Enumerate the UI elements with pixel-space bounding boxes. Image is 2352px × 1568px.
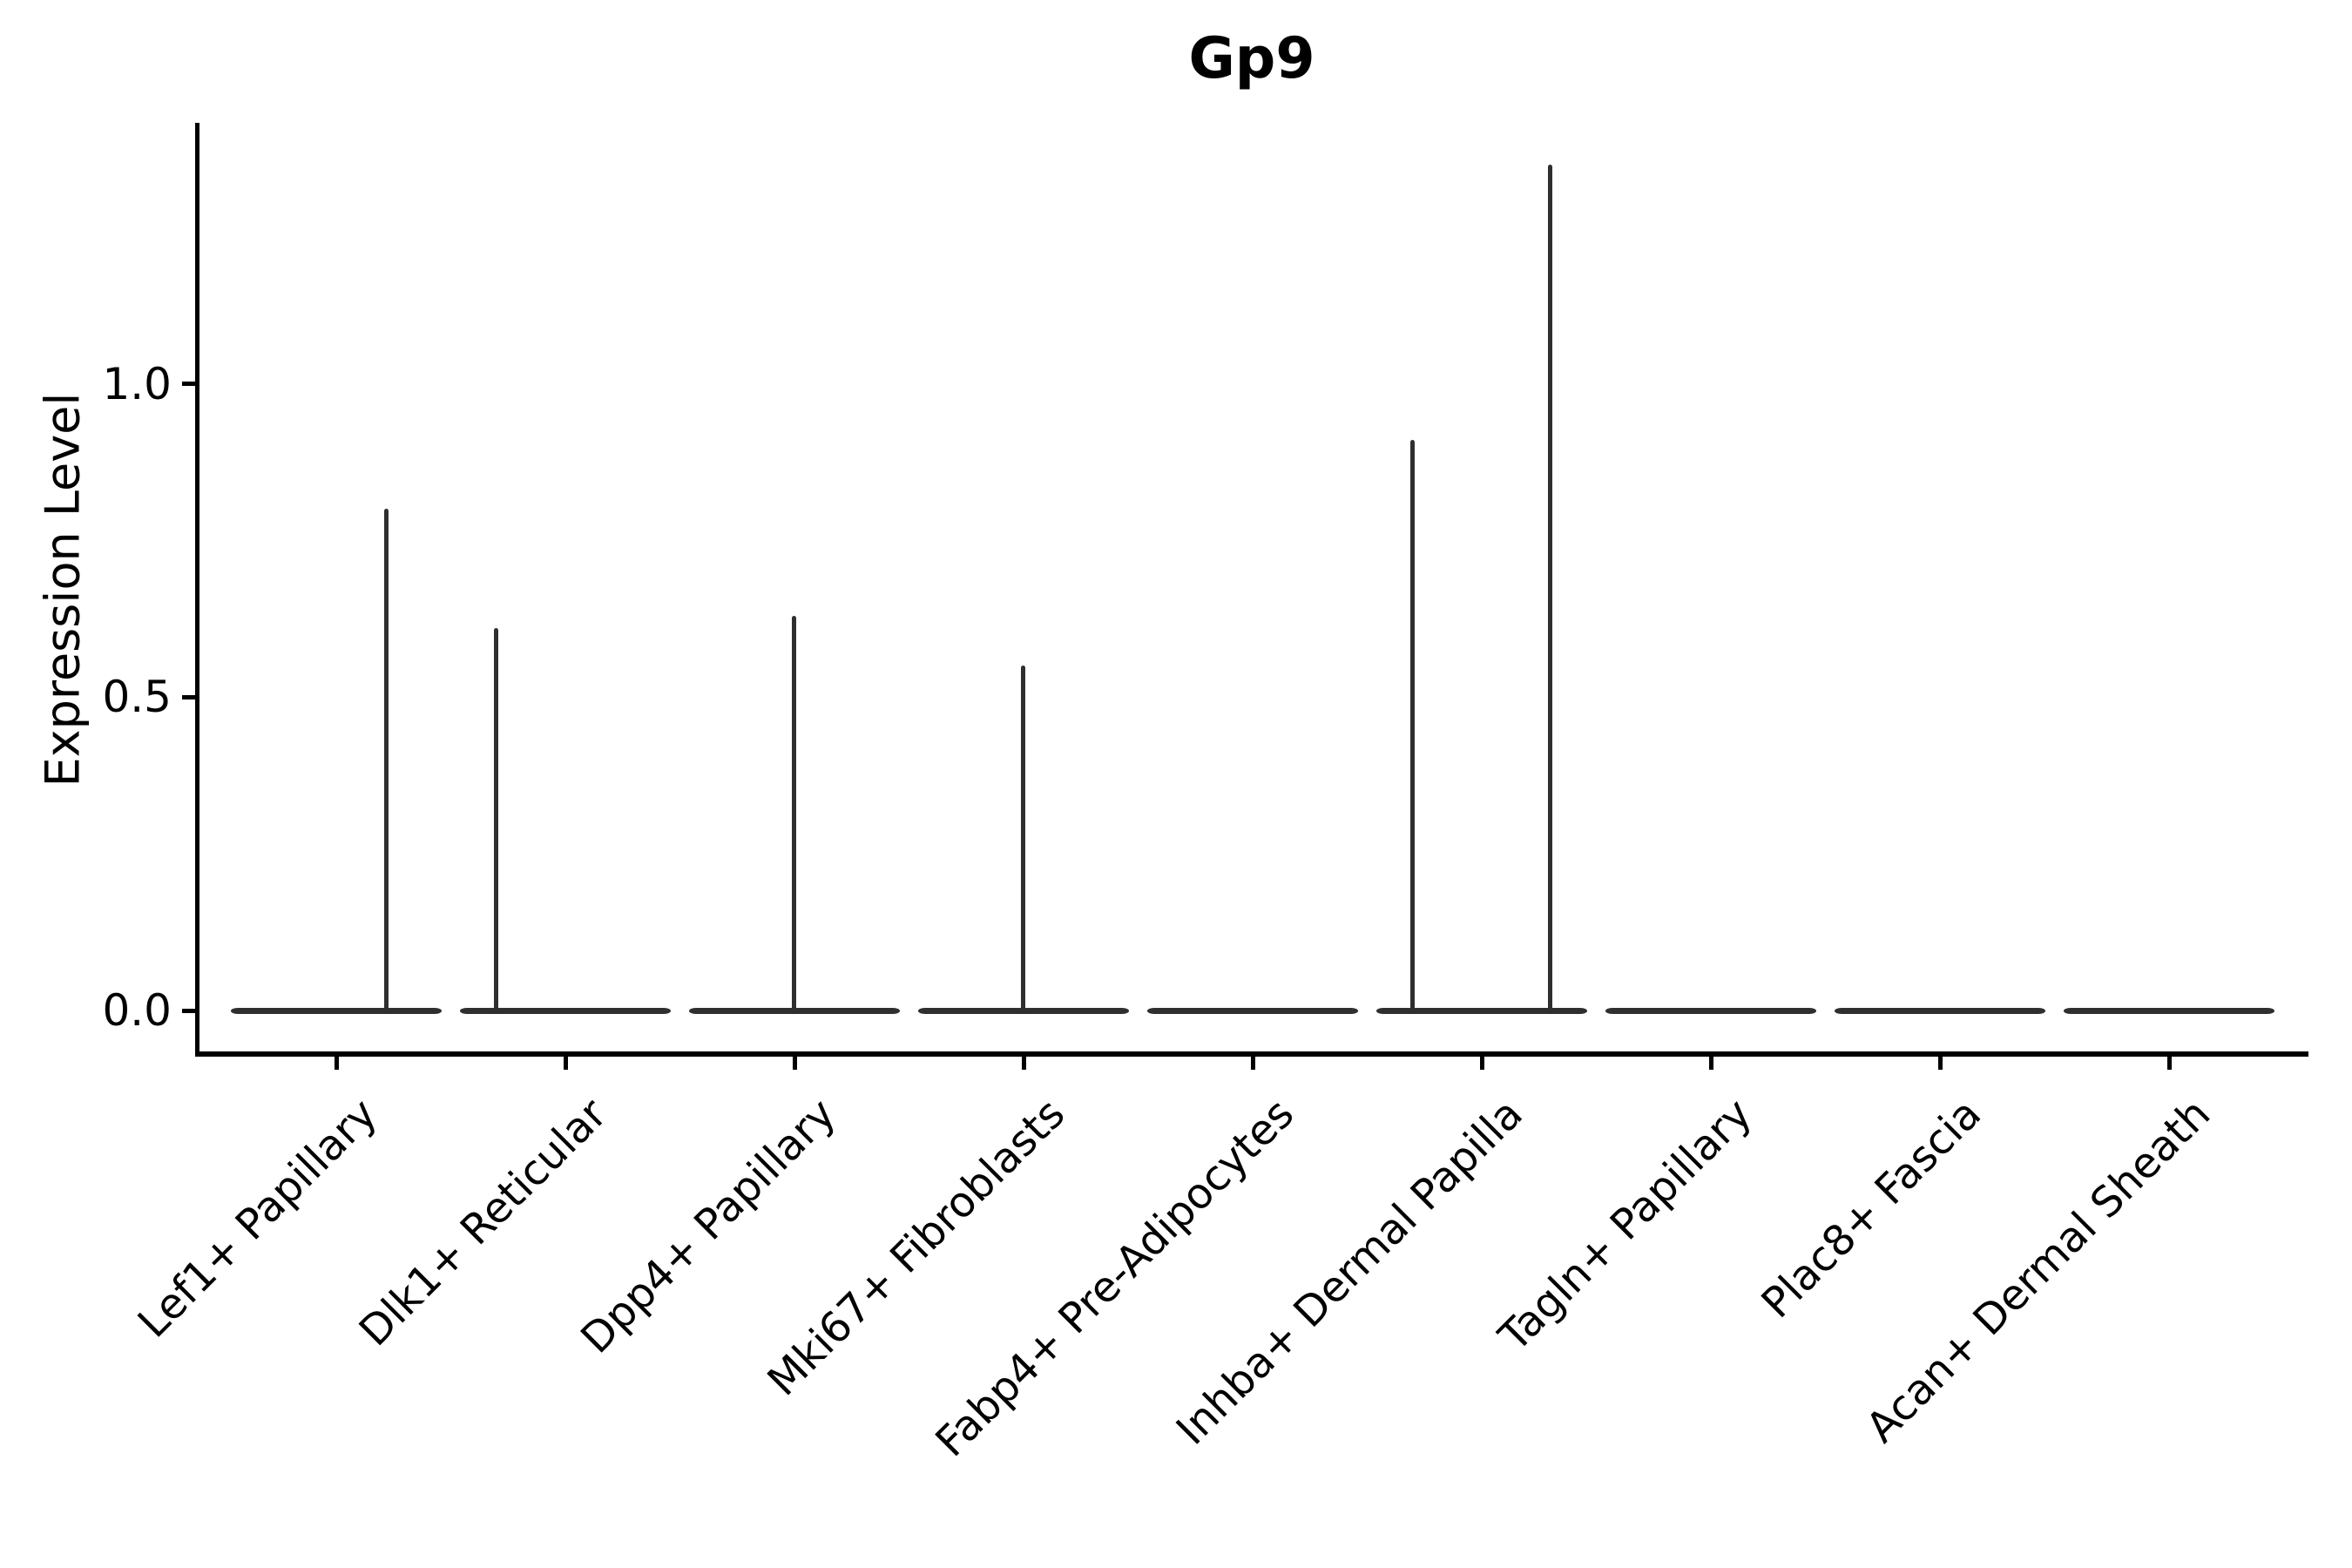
y-tick-label-0.0: 0.0 [102, 985, 172, 1036]
violin-body [460, 1007, 671, 1014]
x-category-label: Plac8+ Fascia [1752, 1089, 1991, 1328]
violin-body [1605, 1007, 1816, 1014]
violin-spike [1547, 164, 1552, 1010]
x-tick-9 [2166, 1057, 2172, 1070]
violin-spike [1409, 440, 1415, 1010]
y-axis-spine [195, 123, 199, 1057]
violin-spike [493, 628, 498, 1010]
y-tick-1.0 [182, 382, 195, 386]
y-tick-label-0.5: 0.5 [102, 672, 172, 723]
y-tick-0.5 [182, 694, 195, 700]
x-category-label: Dpp4+ Papillary [571, 1089, 846, 1363]
x-tick-2 [563, 1057, 568, 1070]
violin-body [918, 1007, 1129, 1014]
x-category-label: Dlk1+ Reticular [349, 1089, 617, 1356]
y-tick-0.0 [182, 1008, 195, 1013]
x-category-label: Tagln+ Papillary [1490, 1089, 1762, 1362]
violin-spike [791, 615, 796, 1010]
x-tick-5 [1250, 1057, 1255, 1070]
chart-title: Gp9 [1188, 26, 1315, 91]
violin-body [2064, 1007, 2274, 1014]
violin-body [1147, 1007, 1358, 1014]
x-axis-spine [195, 1051, 2308, 1057]
y-tick-label-1.0: 1.0 [102, 358, 172, 409]
violin-spike [1020, 666, 1025, 1010]
x-tick-1 [334, 1057, 339, 1070]
x-tick-3 [792, 1057, 797, 1070]
violin-spike [383, 509, 389, 1010]
violin-body [689, 1007, 900, 1014]
x-tick-6 [1479, 1057, 1484, 1070]
x-category-label: Lef1+ Papillary [129, 1089, 388, 1348]
violin-body [1376, 1007, 1587, 1014]
x-tick-4 [1021, 1057, 1026, 1070]
violin-body [1835, 1007, 2045, 1014]
x-tick-8 [1937, 1057, 1943, 1070]
x-tick-7 [1708, 1057, 1713, 1070]
violin-body [231, 1007, 442, 1014]
